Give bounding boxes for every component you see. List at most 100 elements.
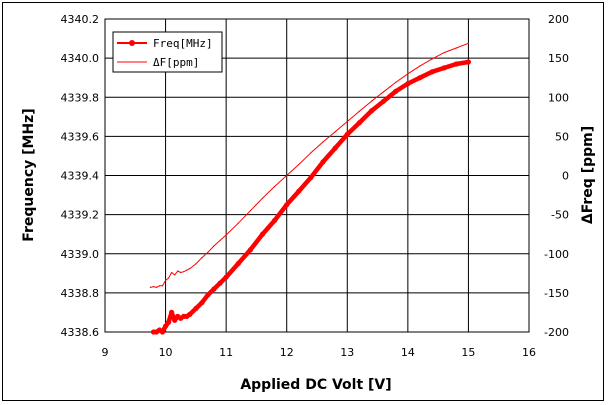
- data-point-freq: [172, 317, 178, 323]
- data-point-freq: [187, 311, 193, 317]
- data-point-freq: [199, 300, 205, 306]
- data-point-deltaf: [443, 52, 445, 54]
- data-point-freq: [332, 145, 338, 151]
- data-point-deltaf: [225, 234, 227, 236]
- y-right-tick-label: -150: [544, 287, 569, 300]
- data-point-freq: [159, 329, 166, 335]
- series-line-deltaf: [150, 42, 469, 288]
- data-point-freq: [205, 292, 211, 298]
- y-left-tick-label: 4339.4: [61, 170, 100, 183]
- y-right-tick-label: -100: [544, 248, 569, 261]
- data-point-deltaf: [177, 270, 179, 272]
- y-axis-right-title: ΔFreq [ppm]: [580, 126, 596, 224]
- data-point-freq: [296, 188, 302, 194]
- data-point-deltaf: [207, 251, 209, 253]
- data-point-deltaf: [201, 257, 203, 259]
- legend-marker-freq: [129, 40, 135, 46]
- data-point-deltaf: [286, 174, 288, 177]
- data-point-freq: [356, 120, 362, 126]
- data-point-deltaf: [237, 222, 239, 224]
- data-point-deltaf: [322, 141, 324, 143]
- y-right-tick-label: 0: [562, 170, 569, 183]
- data-point-deltaf: [183, 271, 185, 273]
- data-point-deltaf: [165, 279, 167, 281]
- data-point-deltaf: [419, 65, 421, 67]
- legend: Freq[MHz] ΔF[ppm]: [112, 31, 223, 73]
- x-tick-label: 10: [159, 346, 173, 359]
- data-point-freq: [344, 131, 350, 137]
- y-right-tick-label: 200: [548, 13, 569, 26]
- data-point-freq: [166, 319, 172, 325]
- data-point-freq: [247, 247, 253, 253]
- x-tick-label: 16: [522, 346, 536, 359]
- data-point-deltaf: [346, 120, 348, 123]
- data-point-deltaf: [358, 110, 360, 112]
- data-point-deltaf: [261, 197, 264, 199]
- data-point-deltaf: [298, 163, 300, 166]
- data-point-deltaf: [180, 271, 182, 274]
- data-point-deltaf: [407, 73, 409, 75]
- data-point-freq: [193, 305, 199, 312]
- y-axis-left-title: Frequency [MHz]: [21, 108, 37, 241]
- x-tick-label: 15: [461, 346, 475, 359]
- y-left-tick-label: 4340.0: [61, 52, 100, 65]
- series-layer: [149, 42, 471, 335]
- y-right-tick-label: -50: [551, 209, 569, 222]
- data-point-deltaf: [249, 210, 251, 212]
- data-point-deltaf: [186, 269, 188, 271]
- data-point-freq: [308, 174, 314, 181]
- data-point-deltaf: [370, 100, 373, 102]
- x-axis-title: Applied DC Volt [V]: [240, 377, 391, 393]
- data-point-deltaf: [161, 285, 164, 287]
- data-point-deltaf: [174, 274, 176, 276]
- data-point-deltaf: [195, 263, 197, 265]
- y-left-tick-label: 4339.0: [61, 248, 100, 261]
- data-point-freq: [272, 217, 278, 224]
- x-tick-label: 12: [280, 346, 294, 359]
- data-point-freq: [393, 88, 399, 94]
- data-point-freq: [417, 75, 423, 81]
- data-point-deltaf: [431, 58, 433, 60]
- y-left-tick-label: 4338.6: [61, 326, 100, 339]
- data-point-deltaf: [395, 81, 397, 83]
- data-point-deltaf: [152, 286, 155, 288]
- y-left-tick-label: 4340.2: [61, 13, 100, 26]
- data-point-freq: [235, 260, 241, 267]
- data-point-freq: [217, 280, 223, 286]
- data-point-deltaf: [155, 286, 158, 288]
- data-point-deltaf: [455, 47, 457, 49]
- legend-label-freq: Freq[MHz]: [153, 37, 213, 50]
- data-point-deltaf: [149, 286, 151, 288]
- data-point-deltaf: [219, 239, 221, 241]
- legend-label-deltaf: ΔF[ppm]: [153, 56, 199, 69]
- tick-labels: 9 10 11 12 13 14 15 16 4338.6 4338.8 4339.0 4339.2 4…: [61, 13, 570, 359]
- data-point-deltaf: [467, 42, 469, 44]
- data-point-freq: [259, 231, 266, 237]
- data-point-freq: [223, 274, 229, 280]
- y-left-tick-label: 4339.8: [61, 91, 100, 104]
- y-right-tick-label: -200: [544, 326, 569, 339]
- data-point-deltaf: [383, 91, 385, 93]
- data-point-deltaf: [310, 152, 312, 154]
- data-point-freq: [441, 65, 447, 71]
- y-right-tick-label: 50: [555, 130, 569, 143]
- data-point-deltaf: [189, 268, 191, 270]
- y-left-tick-label: 4338.8: [61, 287, 100, 300]
- data-point-deltaf: [158, 285, 161, 287]
- y-right-tick-label: 100: [548, 91, 569, 104]
- data-point-freq: [405, 81, 411, 87]
- x-tick-label: 9: [102, 346, 109, 359]
- data-point-freq: [169, 309, 175, 315]
- data-point-deltaf: [334, 131, 336, 133]
- data-point-freq: [381, 98, 387, 104]
- data-point-freq: [368, 108, 375, 114]
- y-right-tick-label: 150: [548, 52, 569, 65]
- data-point-freq: [211, 286, 217, 292]
- data-point-deltaf: [171, 271, 173, 274]
- data-point-deltaf: [213, 245, 215, 247]
- legend-box: [112, 31, 223, 73]
- y-left-tick-label: 4339.2: [61, 209, 100, 222]
- data-point-freq: [453, 61, 459, 67]
- chart-frame: 9 10 11 12 13 14 15 16 4338.6 4338.8 4339.0 4339.2 4…: [2, 2, 604, 401]
- data-point-freq: [429, 69, 435, 75]
